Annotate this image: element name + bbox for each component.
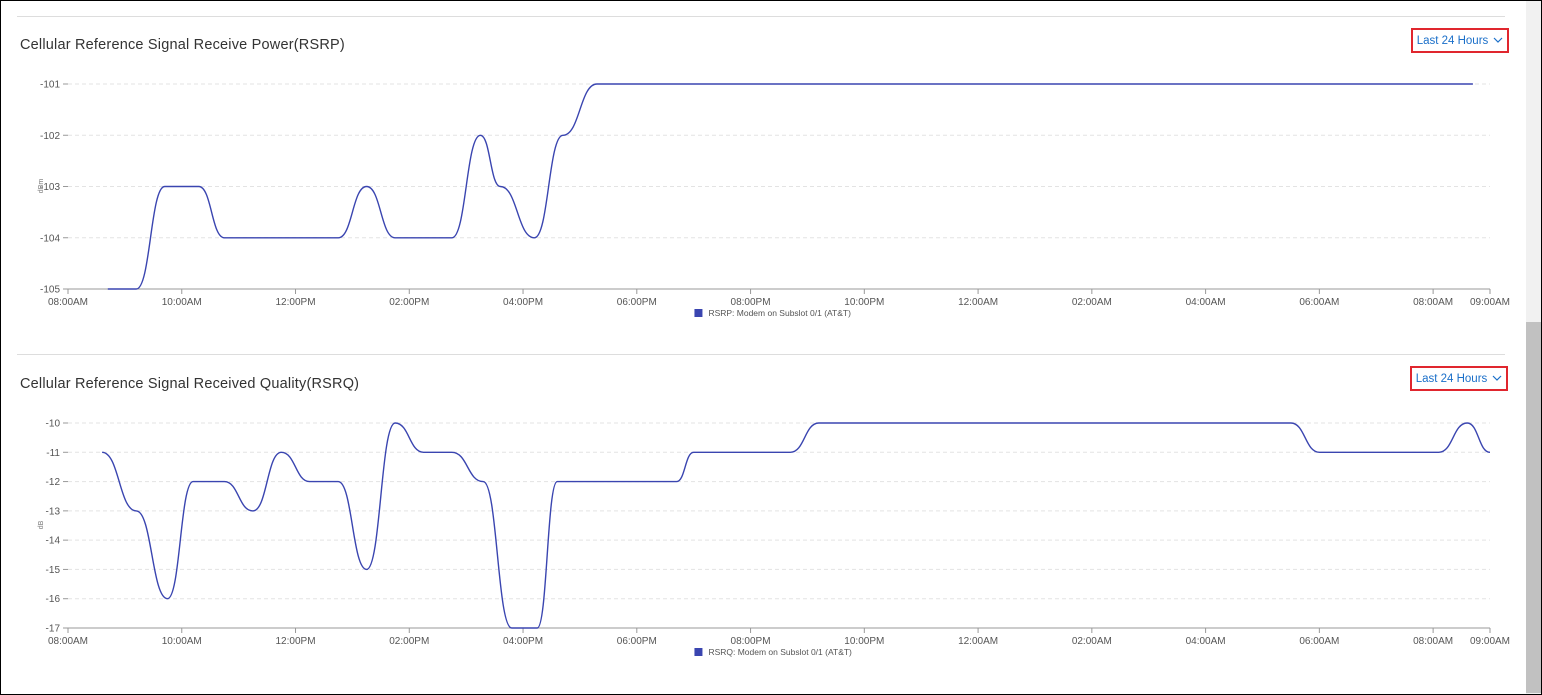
panel-divider: [17, 16, 1505, 17]
rsrq-y-tick-label: -17: [46, 624, 61, 635]
rsrp-x-tick-label: 10:00AM: [162, 297, 202, 308]
rsrp-x-tick-label: 12:00PM: [276, 297, 316, 308]
rsrq-panel-title: Cellular Reference Signal Received Quali…: [20, 376, 360, 392]
rsrq-legend-label[interactable]: RSRQ: Modem on Subslot 0/1 (AT&T): [708, 647, 852, 657]
rsrq-x-tick-label: 08:00PM: [731, 636, 771, 647]
rsrp-legend-label[interactable]: RSRP: Modem on Subslot 0/1 (AT&T): [708, 308, 851, 318]
rsrq-legend-swatch: [694, 648, 703, 656]
rsrp-x-tick-label: 08:00PM: [731, 297, 771, 308]
panel-divider: [17, 354, 1505, 355]
rsrp-x-tick-label: 09:00AM: [1470, 297, 1510, 308]
rsrp-x-tick-label: 08:00AM: [48, 297, 88, 308]
rsrq-x-tick-label: 12:00PM: [276, 636, 316, 647]
rsrq-time-range-dropdown[interactable]: Last 24 Hours: [1410, 366, 1508, 391]
rsrq-y-tick-label: -15: [46, 565, 61, 576]
rsrp-y-tick-label: -104: [40, 233, 60, 244]
rsrq-x-tick-label: 04:00PM: [503, 636, 543, 647]
rsrq-y-tick-label: -13: [46, 506, 61, 517]
rsrp-y-axis-title: dBm: [38, 179, 45, 194]
rsrp-legend-swatch: [694, 309, 703, 317]
chevron-down-icon: [1493, 37, 1503, 43]
rsrq-x-tick-label: 12:00AM: [958, 636, 998, 647]
rsrq-y-tick-label: -11: [46, 448, 60, 459]
chevron-down-icon: [1492, 375, 1502, 381]
rsrq-x-tick-label: 02:00AM: [1072, 636, 1112, 647]
rsrq-y-tick-label: -12: [46, 477, 61, 488]
rsrp-series-line[interactable]: [107, 83, 1473, 290]
rsrp-x-tick-label: 04:00AM: [1186, 297, 1226, 308]
rsrp-y-tick-label: -102: [40, 131, 60, 142]
rsrq-x-tick-label: 02:00PM: [389, 636, 429, 647]
rsrp-x-tick-label: 10:00PM: [844, 297, 884, 308]
rsrq-x-tick-label: 10:00AM: [162, 636, 202, 647]
rsrq-x-tick-label: 04:00AM: [1186, 636, 1226, 647]
rsrq-y-tick-label: -14: [46, 536, 61, 547]
rsrq-x-tick-label: 09:00AM: [1470, 636, 1510, 647]
rsrp-x-tick-label: 08:00AM: [1413, 297, 1453, 308]
rsrq-y-tick-label: -16: [46, 594, 61, 605]
rsrq-x-tick-label: 06:00AM: [1299, 636, 1339, 647]
rsrq-y-axis-title: dB: [38, 520, 45, 529]
rsrq-x-tick-label: 08:00AM: [1413, 636, 1453, 647]
rsrp-x-tick-label: 12:00AM: [958, 297, 998, 308]
rsrq-x-tick-label: 08:00AM: [48, 636, 88, 647]
rsrp-time-range-label: Last 24 Hours: [1416, 34, 1489, 47]
rsrp-x-tick-label: 04:00PM: [503, 297, 543, 308]
rsrp-y-tick-label: -101: [40, 80, 60, 91]
rsrp-x-tick-label: 02:00AM: [1072, 297, 1112, 308]
rsrq-x-tick-label: 10:00PM: [844, 636, 884, 647]
rsrq-y-tick-label: -10: [46, 419, 61, 430]
rsrq-time-range-label: Last 24 Hours: [1415, 372, 1488, 385]
rsrq-x-tick-label: 06:00PM: [617, 636, 657, 647]
rsrp-y-tick-label: -105: [40, 285, 60, 296]
rsrp-x-tick-label: 02:00PM: [389, 297, 429, 308]
rsrp-y-tick-label: -103: [40, 182, 60, 193]
rsrp-x-tick-label: 06:00PM: [617, 297, 657, 308]
scrollbar-thumb[interactable]: [1526, 322, 1541, 693]
rsrp-time-range-dropdown[interactable]: Last 24 Hours: [1411, 28, 1509, 53]
rsrp-x-tick-label: 06:00AM: [1299, 297, 1339, 308]
rsrq-series-line[interactable]: [101, 422, 1491, 629]
rsrp-panel-title: Cellular Reference Signal Receive Power(…: [20, 37, 345, 53]
